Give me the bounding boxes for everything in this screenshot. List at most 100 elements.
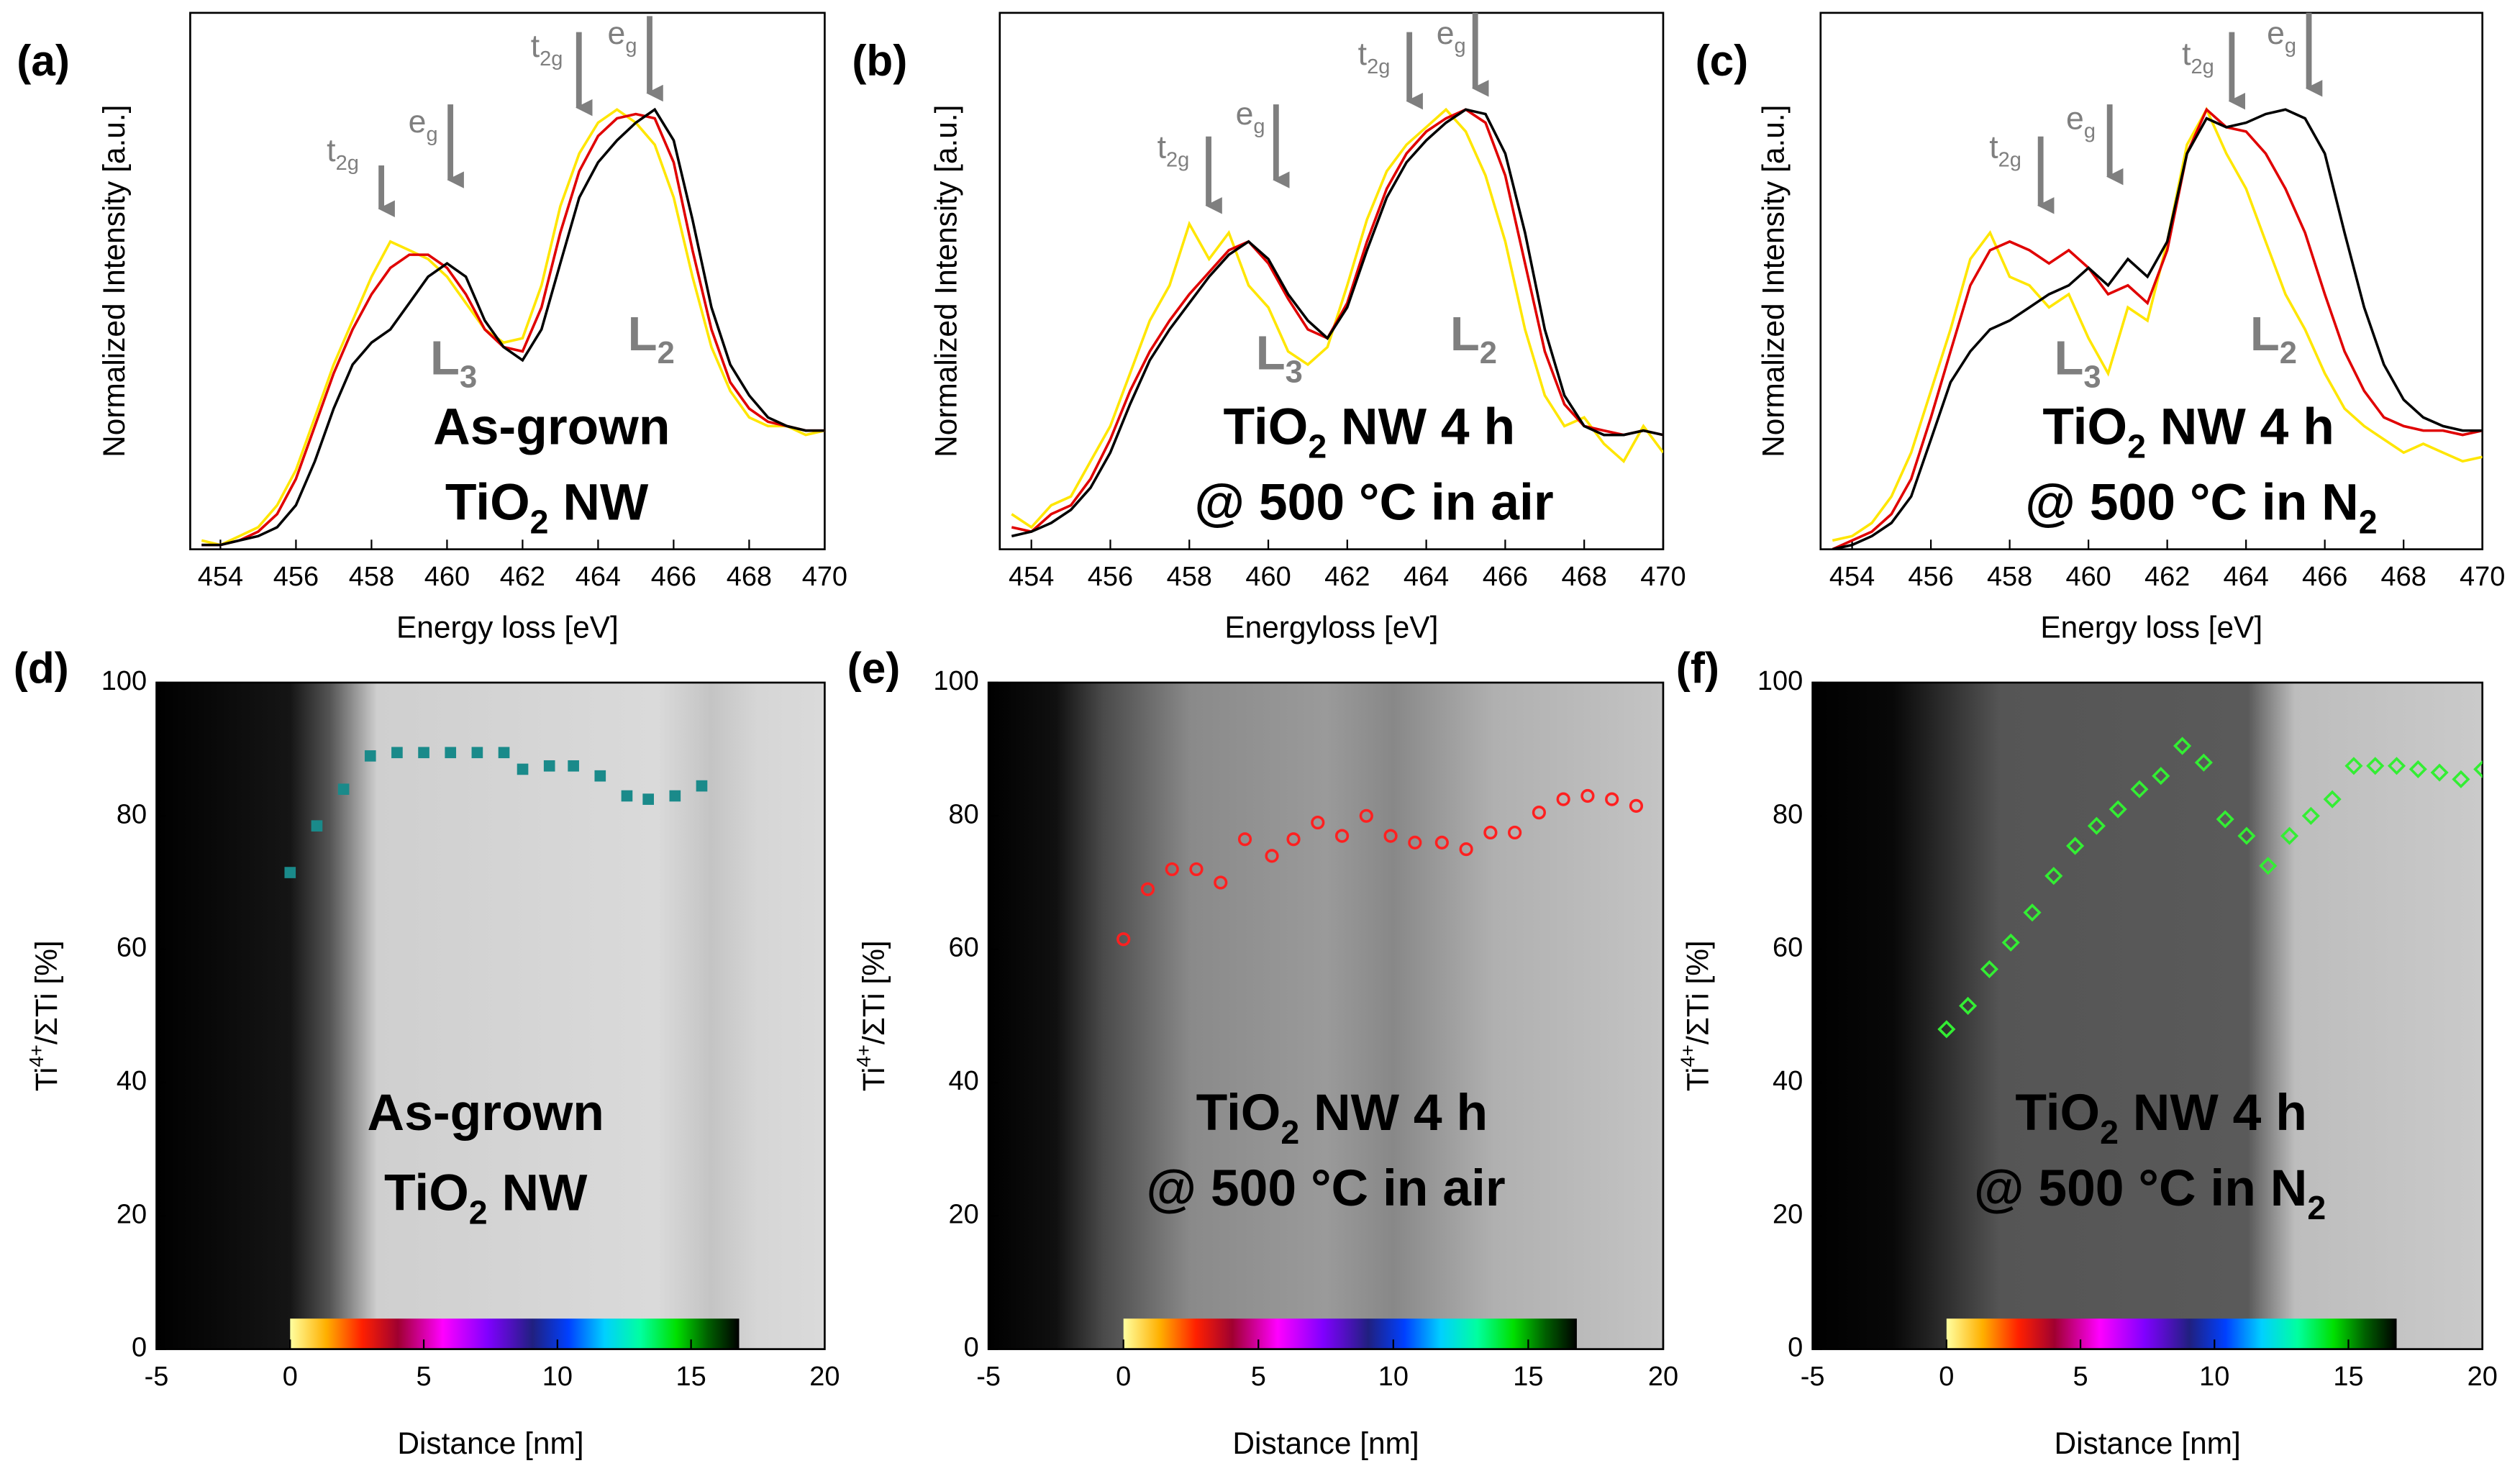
point	[1508, 825, 1522, 840]
y-tick-label: 60	[1773, 933, 1803, 963]
inset-text-part: @ 500 °C in air	[1146, 1160, 1505, 1217]
peak-label: t2g	[1989, 129, 2021, 171]
x-tick-label: 5	[1251, 1362, 1266, 1392]
y-axis-label: Ti4+/ΣTi [%]	[25, 940, 63, 1091]
inset-text: @ 500 °C in N2	[2025, 473, 2377, 540]
point	[2280, 826, 2299, 845]
point	[2066, 837, 2085, 855]
x-tick-label: 464	[576, 562, 621, 592]
edge-label-part: L	[2250, 307, 2280, 361]
plot-frame	[1819, 12, 2484, 550]
point	[1165, 862, 1179, 877]
y-axis-label-part: /ΣTi [%]	[29, 940, 63, 1044]
peak-label: eg	[409, 104, 438, 146]
y-tick-label: 100	[101, 666, 147, 696]
y-axis-label-part: Ti	[1681, 1067, 1715, 1092]
peak-label: t2g	[2182, 37, 2214, 78]
point	[1265, 849, 1279, 863]
peak-label: eg	[1437, 16, 1466, 58]
point	[1580, 788, 1595, 803]
y-tick-label: 60	[117, 933, 147, 963]
point	[2173, 737, 2192, 755]
peak-label-part: g	[427, 123, 438, 146]
inset-text-part: TiO	[1224, 398, 1309, 455]
x-axis-label: Distance [nm]	[2055, 1426, 2241, 1460]
inset-text: @ 500 °C in N2	[1974, 1160, 2326, 1226]
peak-label-part: e	[1437, 16, 1455, 51]
peak-label: t2g	[1157, 129, 1190, 171]
edge-label: L2	[1450, 307, 1497, 370]
x-tick-label: -5	[1801, 1362, 1825, 1392]
edge-label-part: L	[2054, 331, 2083, 385]
point	[1214, 875, 1228, 890]
y-tick-label: 100	[1757, 666, 1803, 696]
inset-text-part: TiO	[2042, 398, 2127, 455]
plot-frame	[155, 681, 826, 1350]
inset-text-part: TiO	[1196, 1084, 1281, 1142]
point	[2152, 767, 2170, 785]
point	[1605, 792, 1619, 806]
inset-text-part: NW 4 h	[2119, 1084, 2307, 1142]
x-tick-label: 20	[2467, 1362, 2498, 1392]
x-tick-label: 462	[500, 562, 545, 592]
edge-label-part: 3	[2083, 360, 2101, 394]
point	[1959, 996, 1978, 1015]
point	[2408, 760, 2427, 779]
peak-label-part: g	[1253, 114, 1265, 137]
inset-text-part: 2	[530, 504, 549, 541]
point	[2001, 933, 2020, 952]
peak-label: t2g	[1358, 37, 1391, 78]
point	[2194, 753, 2213, 772]
peak-label: eg	[2066, 101, 2096, 142]
point	[2109, 800, 2127, 819]
peak-label-part: t	[2182, 37, 2191, 72]
point	[311, 820, 323, 832]
edge-label: L2	[2250, 307, 2297, 370]
inset-text: TiO2 NW 4 h	[1196, 1084, 1488, 1151]
edge-label-part: 2	[658, 335, 675, 370]
panel-label: (d)	[14, 643, 69, 692]
inset-text: TiO2 NW 4 h	[2015, 1084, 2307, 1151]
point	[2259, 857, 2278, 875]
point	[1459, 842, 1473, 857]
x-tick-label: 470	[2460, 562, 2505, 592]
x-tick-label: 10	[2199, 1362, 2229, 1392]
point	[517, 763, 529, 775]
y-tick-label: 20	[117, 1199, 147, 1229]
point	[2044, 867, 2063, 885]
peak-label-part: g	[2084, 119, 2096, 142]
inset-text-part: @ 500 °C in N	[1974, 1160, 2307, 1217]
edge-label-part: L	[1450, 307, 1480, 361]
x-tick-label: 456	[273, 562, 319, 592]
point	[391, 747, 403, 759]
x-tick-label: 5	[2073, 1362, 2088, 1392]
x-tick-label: 20	[1648, 1362, 1678, 1392]
x-axis-label: Distance [nm]	[397, 1426, 583, 1460]
x-tick-label: 470	[1640, 562, 1686, 592]
x-tick-label: 454	[1009, 562, 1054, 592]
point	[1556, 792, 1570, 806]
x-axis-label: Distance [nm]	[1232, 1426, 1419, 1460]
x-tick-label: 462	[1324, 562, 1370, 592]
micrograph	[988, 682, 1663, 1349]
peak-label: eg	[1236, 96, 1265, 138]
x-tick-label: 466	[2302, 562, 2347, 592]
x-tick-label: 464	[2224, 562, 2269, 592]
peak-label: t2g	[327, 133, 359, 175]
point	[2473, 760, 2483, 779]
point	[1311, 815, 1325, 830]
point	[445, 747, 457, 759]
peak-label-part: 2g	[540, 47, 563, 70]
peak-label-part: t	[531, 29, 540, 64]
inset-text-part: NW	[488, 1164, 588, 1221]
plot-frame	[999, 12, 1665, 550]
point	[1434, 835, 1449, 849]
point	[2387, 757, 2406, 775]
x-tick-label: 464	[1404, 562, 1449, 592]
inset-text: As-grown	[433, 398, 670, 455]
point	[337, 783, 350, 796]
edge-label: L3	[430, 331, 477, 394]
panel-label: (e)	[847, 643, 901, 692]
inset-text-part: 2	[1308, 428, 1327, 465]
